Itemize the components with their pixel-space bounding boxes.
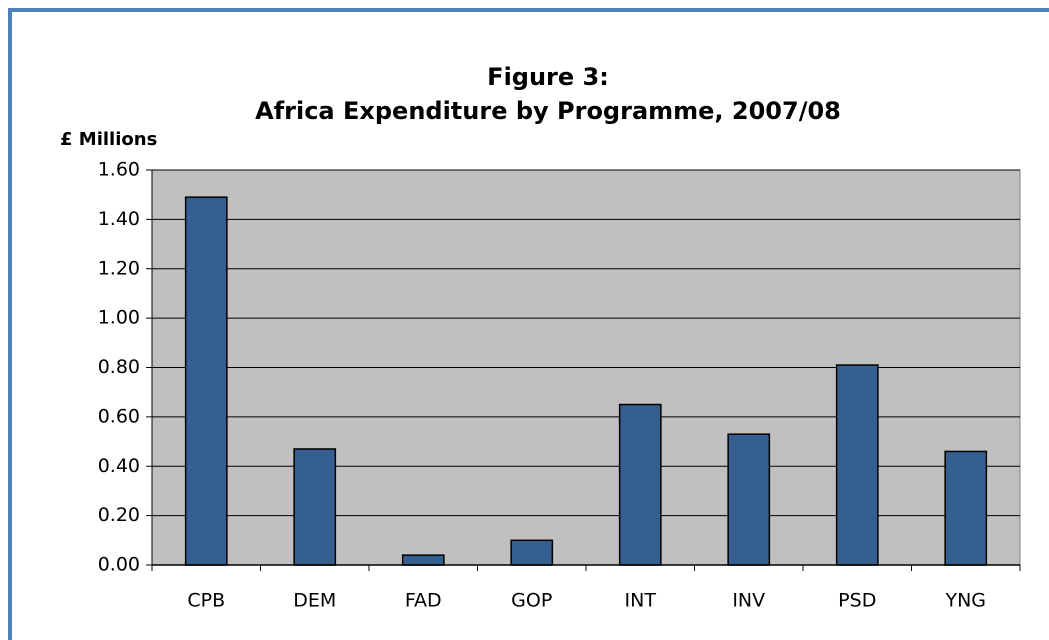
y-tick-label: 0.60 — [98, 405, 140, 427]
y-tick-label: 0.40 — [98, 455, 140, 477]
x-tick-label: PSD — [838, 590, 876, 612]
bar — [293, 448, 337, 566]
y-axis-label: £ Millions — [60, 129, 157, 150]
x-tick-label: INT — [625, 590, 657, 612]
chart-subtitle: Africa Expenditure by Programme, 2007/08 — [255, 97, 841, 125]
y-tick-label: 0.00 — [98, 554, 140, 576]
bar — [835, 364, 879, 566]
bar — [618, 403, 662, 566]
y-tick-label: 0.80 — [98, 356, 140, 378]
y-tick-label: 1.00 — [98, 307, 140, 329]
bar — [944, 450, 988, 566]
x-tick-label: FAD — [405, 590, 442, 612]
x-tick-label: CPB — [187, 590, 225, 612]
y-tick-label: 0.20 — [98, 504, 140, 526]
x-tick-label: GOP — [511, 590, 552, 612]
chart-title: Figure 3: — [487, 63, 609, 91]
x-tick-label: YNG — [944, 590, 986, 612]
frame — [8, 8, 1049, 640]
bar — [184, 196, 228, 566]
x-tick-label: INV — [732, 590, 765, 612]
bar — [510, 539, 554, 566]
y-tick-label: 1.40 — [98, 208, 140, 230]
bar — [401, 554, 445, 566]
y-tick-label: 1.60 — [98, 159, 140, 181]
bar — [727, 433, 771, 566]
x-tick-label: DEM — [293, 590, 336, 612]
y-tick-label: 1.20 — [98, 257, 140, 279]
